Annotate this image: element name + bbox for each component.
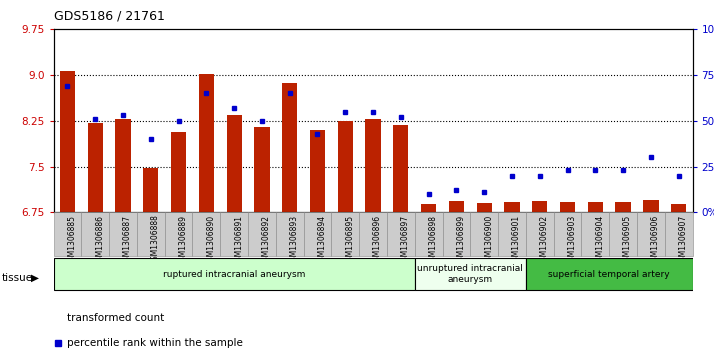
Bar bbox=[443, 212, 471, 256]
Text: GDS5186 / 21761: GDS5186 / 21761 bbox=[54, 9, 164, 22]
Text: tissue: tissue bbox=[1, 273, 33, 283]
Bar bbox=[637, 212, 665, 256]
Bar bbox=[671, 204, 686, 212]
Bar bbox=[54, 212, 81, 256]
Text: GSM1306891: GSM1306891 bbox=[234, 215, 243, 265]
Text: GSM1306888: GSM1306888 bbox=[151, 215, 160, 265]
Bar bbox=[198, 74, 214, 212]
Text: GSM1306887: GSM1306887 bbox=[123, 215, 132, 265]
Text: GSM1306903: GSM1306903 bbox=[568, 215, 576, 266]
Bar bbox=[449, 201, 464, 212]
Bar bbox=[109, 212, 137, 256]
Text: GSM1306906: GSM1306906 bbox=[651, 215, 660, 266]
FancyBboxPatch shape bbox=[415, 258, 526, 290]
Bar bbox=[615, 202, 630, 212]
Bar bbox=[254, 127, 270, 212]
Bar bbox=[532, 201, 548, 212]
FancyBboxPatch shape bbox=[54, 258, 415, 290]
Bar bbox=[471, 212, 498, 256]
Text: unruptured intracranial
aneurysm: unruptured intracranial aneurysm bbox=[418, 264, 523, 284]
Text: superficial temporal artery: superficial temporal artery bbox=[548, 270, 670, 278]
Text: GSM1306900: GSM1306900 bbox=[484, 215, 493, 266]
Text: GSM1306907: GSM1306907 bbox=[679, 215, 688, 266]
Bar bbox=[581, 212, 609, 256]
Text: GSM1306889: GSM1306889 bbox=[178, 215, 188, 265]
Bar bbox=[60, 70, 75, 212]
Bar bbox=[226, 115, 242, 212]
Bar bbox=[643, 200, 658, 212]
Bar bbox=[220, 212, 248, 256]
Bar bbox=[560, 202, 575, 212]
Text: GSM1306894: GSM1306894 bbox=[318, 215, 326, 266]
Bar bbox=[338, 121, 353, 212]
Text: transformed count: transformed count bbox=[67, 313, 164, 323]
Bar bbox=[276, 212, 303, 256]
Bar bbox=[137, 212, 165, 256]
Bar bbox=[171, 132, 186, 212]
Bar bbox=[310, 130, 325, 212]
FancyBboxPatch shape bbox=[526, 258, 693, 290]
Bar bbox=[415, 212, 443, 256]
Bar bbox=[81, 212, 109, 256]
Text: GSM1306896: GSM1306896 bbox=[373, 215, 382, 266]
Bar bbox=[116, 119, 131, 212]
Text: GSM1306892: GSM1306892 bbox=[262, 215, 271, 265]
Bar bbox=[331, 212, 359, 256]
Text: GSM1306895: GSM1306895 bbox=[346, 215, 354, 266]
Text: GSM1306885: GSM1306885 bbox=[67, 215, 76, 265]
Bar bbox=[421, 204, 436, 212]
Text: ▶: ▶ bbox=[31, 273, 39, 283]
Bar bbox=[303, 212, 331, 256]
Text: GSM1306899: GSM1306899 bbox=[456, 215, 466, 266]
Bar bbox=[393, 125, 408, 212]
Bar bbox=[526, 212, 553, 256]
Bar bbox=[366, 119, 381, 212]
Bar bbox=[248, 212, 276, 256]
Bar bbox=[193, 212, 220, 256]
Bar bbox=[588, 202, 603, 212]
Text: percentile rank within the sample: percentile rank within the sample bbox=[67, 338, 243, 348]
Bar bbox=[553, 212, 581, 256]
Bar bbox=[609, 212, 637, 256]
Text: GSM1306902: GSM1306902 bbox=[540, 215, 549, 266]
Text: GSM1306905: GSM1306905 bbox=[623, 215, 632, 266]
Text: GSM1306898: GSM1306898 bbox=[428, 215, 438, 265]
Text: GSM1306901: GSM1306901 bbox=[512, 215, 521, 266]
Bar bbox=[665, 212, 693, 256]
Bar bbox=[88, 123, 103, 212]
Bar bbox=[476, 203, 492, 212]
Text: GSM1306897: GSM1306897 bbox=[401, 215, 410, 266]
Bar bbox=[165, 212, 193, 256]
Bar bbox=[387, 212, 415, 256]
Text: GSM1306904: GSM1306904 bbox=[595, 215, 604, 266]
Bar bbox=[359, 212, 387, 256]
Bar bbox=[504, 202, 520, 212]
Bar bbox=[143, 168, 159, 212]
Text: GSM1306886: GSM1306886 bbox=[95, 215, 104, 265]
Bar bbox=[282, 83, 297, 212]
Text: GSM1306893: GSM1306893 bbox=[290, 215, 298, 266]
Text: GSM1306890: GSM1306890 bbox=[206, 215, 216, 266]
Text: ruptured intracranial aneurysm: ruptured intracranial aneurysm bbox=[163, 270, 306, 278]
Bar bbox=[498, 212, 526, 256]
